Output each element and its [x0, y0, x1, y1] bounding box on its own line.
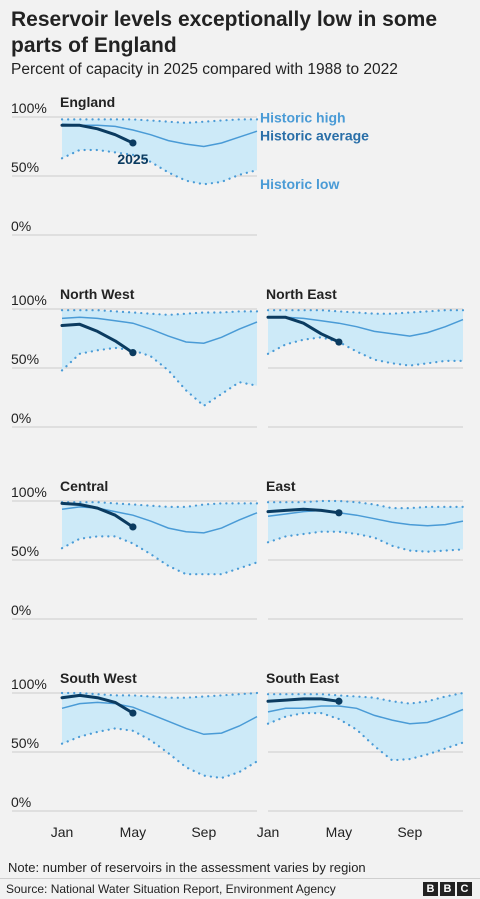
bbc-logo-letter: C: [457, 882, 472, 896]
bbc-logo-letter: B: [423, 882, 438, 896]
panel-title: South West: [60, 670, 137, 686]
y-tick-label: 100%: [11, 484, 47, 500]
current-year-endpoint: [335, 338, 343, 346]
y-tick-label: 100%: [11, 100, 47, 116]
historic-high-line: [266, 499, 465, 510]
current-year-line: [60, 322, 135, 355]
historic-low-line: [266, 336, 465, 367]
y-tick-label: 0%: [11, 410, 31, 426]
x-tick-label: May: [326, 824, 352, 840]
historic-average-line: [267, 705, 464, 725]
historic-range-band: [62, 119, 257, 185]
y-tick-label: 0%: [11, 794, 31, 810]
y-tick-label: 0%: [11, 218, 31, 234]
historic-average-line: [61, 701, 258, 736]
historic-low-line: [60, 727, 259, 780]
panel-title: East: [266, 478, 296, 494]
historic-high-line: [60, 501, 259, 508]
panel-title: Central: [60, 478, 108, 494]
historic-range-band: [268, 693, 463, 761]
current-year-endpoint: [129, 349, 137, 357]
legend-historic-high: Historic high: [260, 109, 346, 125]
bbc-logo-letter: B: [440, 882, 455, 896]
legend-current-year: 2025: [117, 151, 148, 167]
historic-high-line: [60, 118, 259, 125]
legend-historic-low: Historic low: [260, 176, 339, 192]
historic-average-line: [61, 316, 258, 344]
historic-low-line: [60, 148, 259, 186]
current-year-line: [266, 507, 341, 515]
historic-average-line: [267, 509, 464, 527]
historic-high-line: [266, 309, 465, 315]
panel-title: North East: [266, 286, 337, 302]
x-tick-label: Sep: [397, 824, 422, 840]
historic-high-line: [60, 309, 259, 317]
footer-divider: [0, 878, 480, 879]
current-year-endpoint: [335, 697, 343, 705]
current-year-line: [266, 315, 341, 344]
historic-range-band: [268, 310, 463, 366]
y-tick-label: 50%: [11, 543, 39, 559]
panel-title: England: [60, 94, 115, 110]
historic-average-line: [268, 316, 464, 337]
historic-range-band: [268, 501, 463, 552]
historic-low-line: [60, 346, 259, 408]
current-year-endpoint: [129, 523, 137, 531]
x-tick-label: Jan: [257, 824, 280, 840]
current-year-endpoint: [129, 709, 137, 717]
source-text: Source: National Water Situation Report,…: [6, 882, 336, 896]
historic-high-line: [60, 691, 259, 699]
historic-high-line: [266, 691, 465, 705]
chart-title: Reservoir levels exceptionally low in so…: [11, 8, 438, 57]
current-year-endpoint: [335, 509, 343, 517]
legend-historic-average: Historic average: [260, 127, 369, 143]
chart-subtitle: Percent of capacity in 2025 compared wit…: [11, 61, 398, 78]
panel-title: South East: [266, 670, 339, 686]
x-tick-label: Sep: [191, 824, 216, 840]
y-tick-label: 50%: [11, 735, 39, 751]
y-tick-label: 50%: [11, 159, 39, 175]
current-year-endpoint: [129, 139, 137, 147]
bbc-logo: B B C: [423, 882, 472, 896]
footnote: Note: number of reservoirs in the assess…: [8, 860, 366, 875]
y-tick-label: 100%: [11, 292, 47, 308]
x-tick-label: May: [120, 824, 146, 840]
current-year-line: [266, 697, 341, 703]
historic-average-line: [61, 123, 258, 148]
current-year-line: [60, 501, 135, 529]
current-year-line: [60, 693, 135, 715]
panel-title: North West: [60, 286, 135, 302]
historic-range-band: [62, 310, 257, 406]
historic-range-band: [62, 502, 257, 575]
y-tick-label: 100%: [11, 676, 47, 692]
current-year-line: [60, 123, 135, 145]
historic-range-band: [62, 693, 257, 778]
y-tick-label: 0%: [11, 602, 31, 618]
chart-area: 0% 50% 100% England 0% 50% 100% North West North…: [11, 94, 465, 840]
y-tick-label: 50%: [11, 351, 39, 367]
x-tick-label: Jan: [51, 824, 74, 840]
